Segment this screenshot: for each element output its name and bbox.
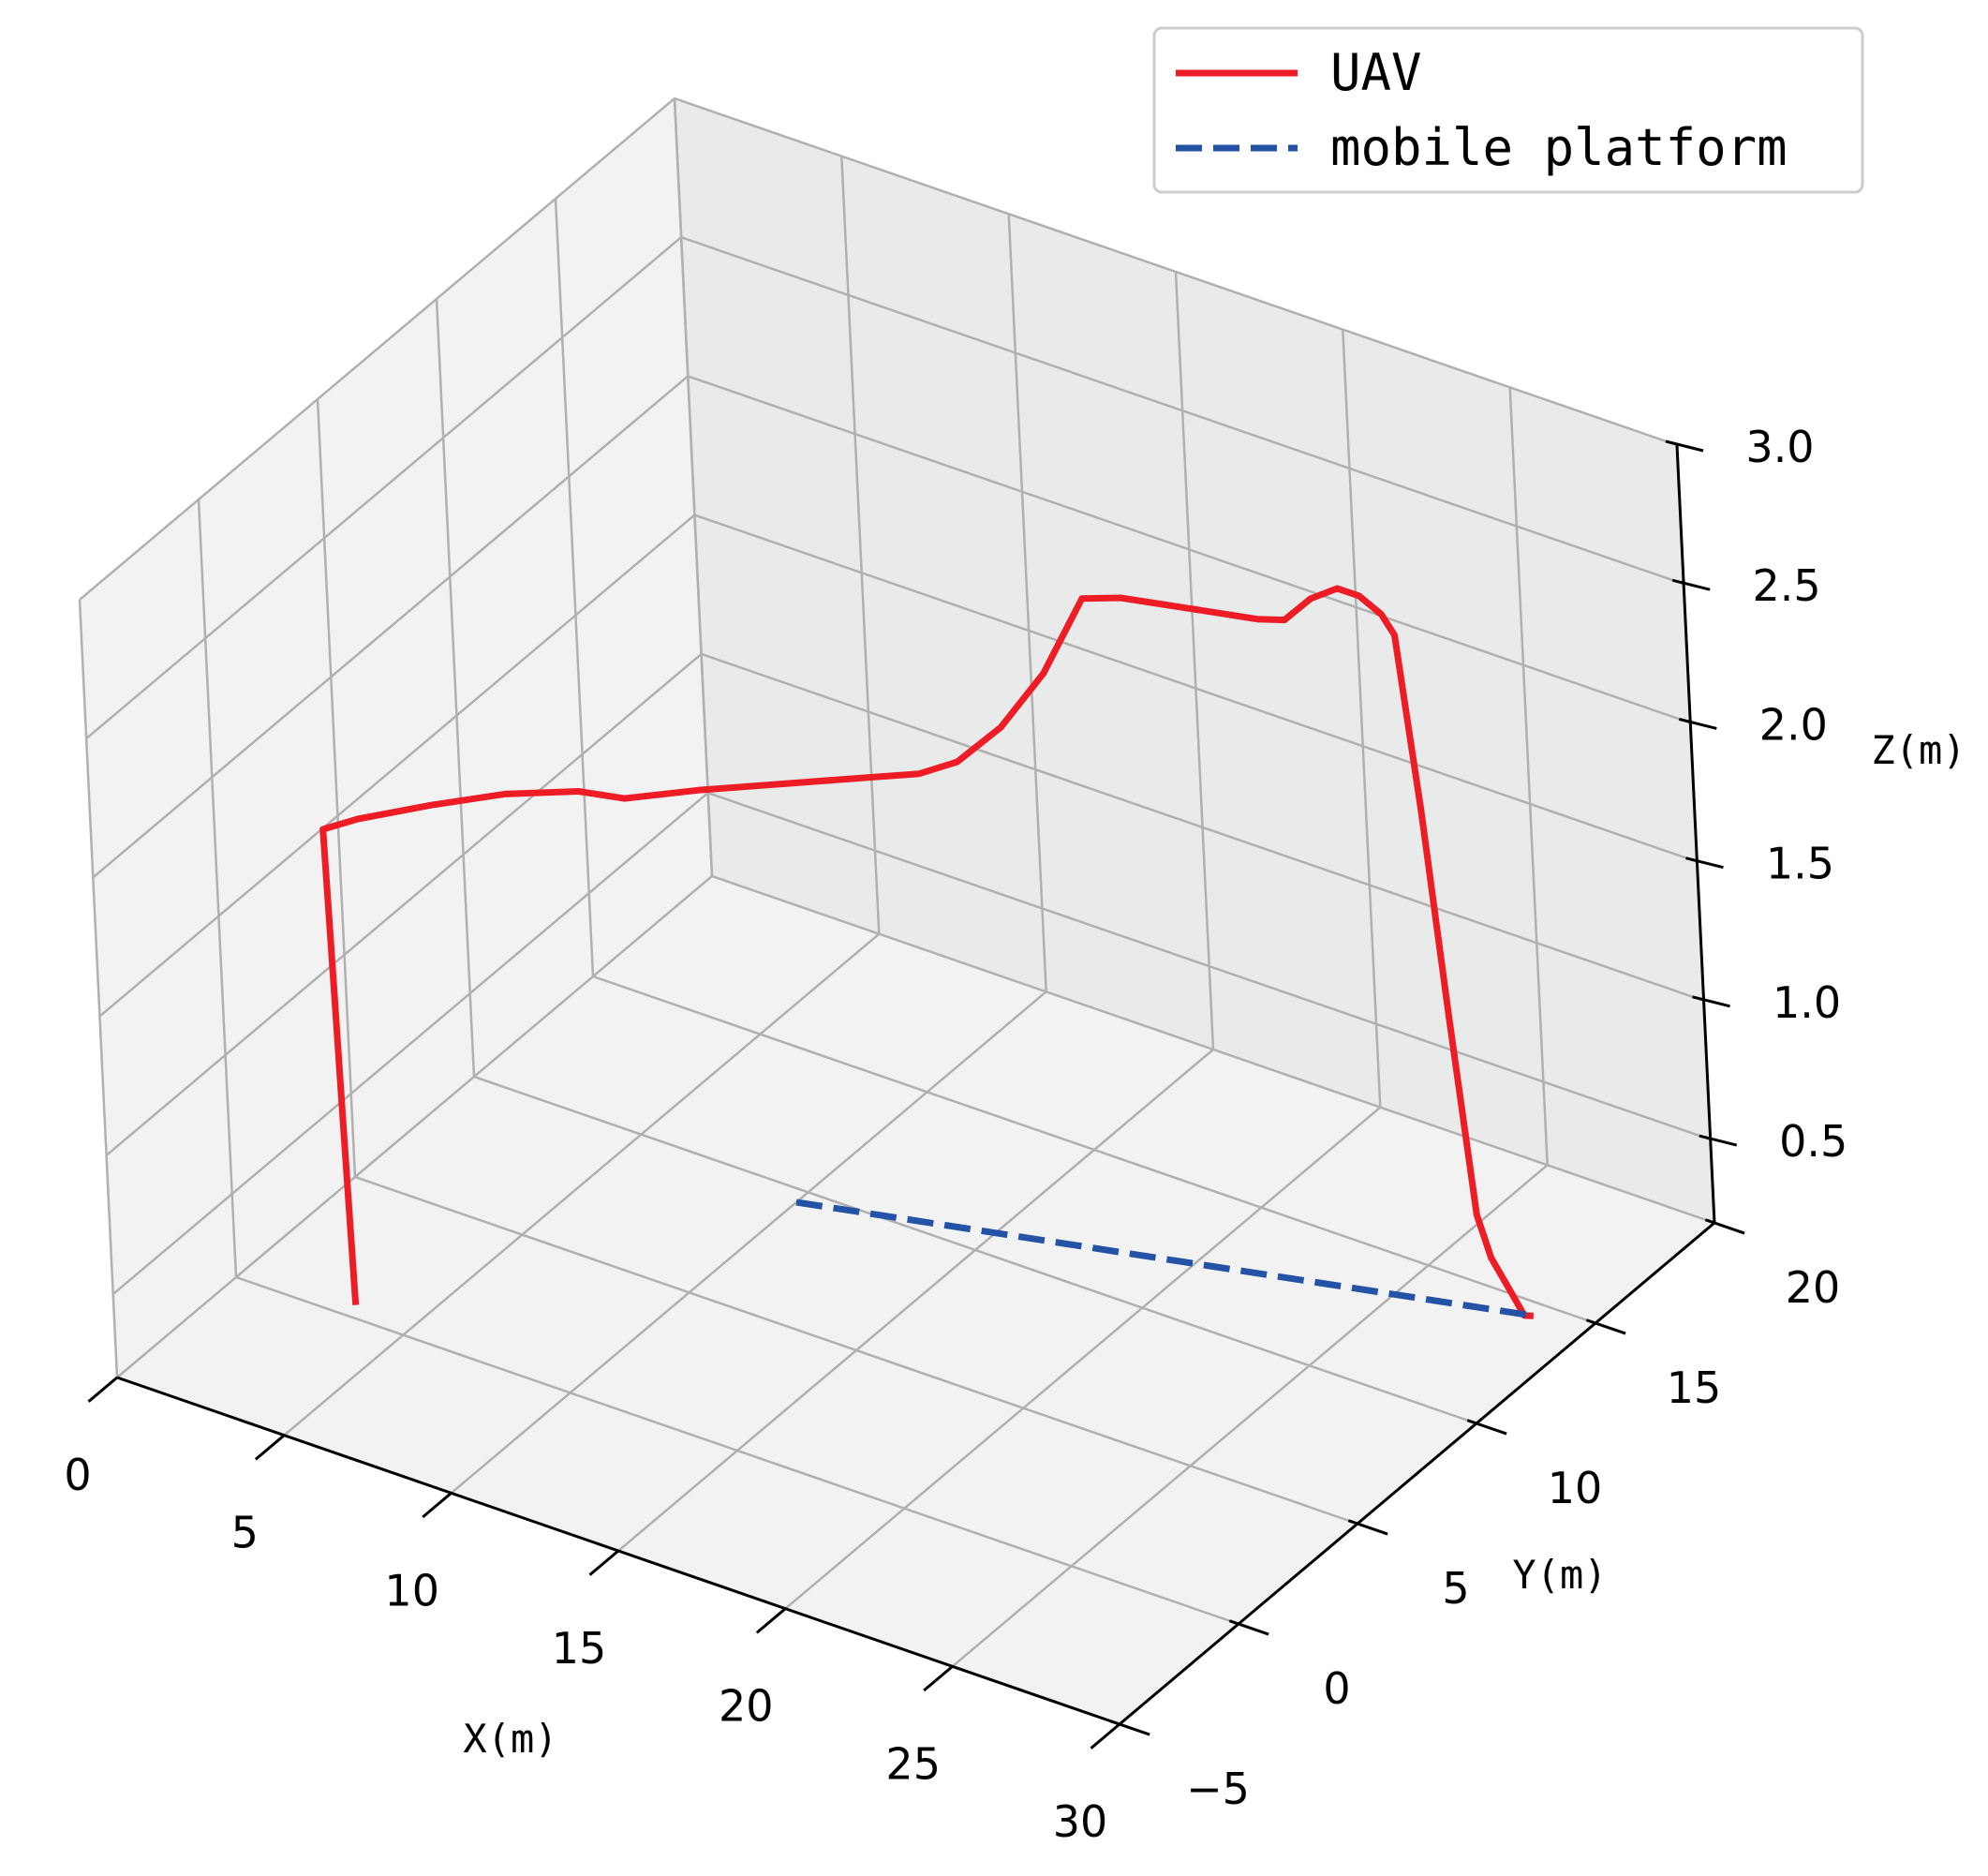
axis-panes bbox=[80, 98, 1714, 1724]
x-tick bbox=[87, 1376, 118, 1403]
legend: UAV mobile platform bbox=[1152, 26, 1864, 194]
gridline-y bbox=[316, 398, 1358, 1526]
z-tick-label: 1.0 bbox=[1773, 977, 1841, 1028]
x-tick-label: 5 bbox=[231, 1508, 259, 1558]
gridline-z bbox=[105, 652, 1705, 1156]
pane-back-left bbox=[80, 98, 712, 1377]
y-tick bbox=[1347, 1519, 1388, 1536]
tick-labels: 0 5 10 15 20 25 30 −5 0 5 10 15 20 0.5 1.0 1.5 2.0 2.5 3.0 bbox=[64, 422, 1847, 1847]
gridline-y bbox=[673, 97, 1715, 1225]
y-tick bbox=[1585, 1318, 1626, 1335]
legend-label-uav: UAV bbox=[1330, 43, 1422, 102]
z-tick bbox=[1685, 856, 1724, 870]
gridline-z bbox=[111, 791, 1712, 1296]
gridline-z bbox=[79, 97, 1678, 601]
x-tick bbox=[755, 1607, 787, 1634]
x-tick-label: 0 bbox=[64, 1450, 91, 1500]
x-tick-label: 20 bbox=[719, 1681, 774, 1732]
z-axis-label: Z(m) bbox=[1871, 727, 1966, 773]
y-tick bbox=[1228, 1619, 1269, 1636]
x-axis-label: X(m) bbox=[463, 1716, 557, 1762]
data-series bbox=[319, 585, 1535, 1319]
z-tick-label: 2.5 bbox=[1753, 560, 1821, 611]
y-tick-label: 0 bbox=[1323, 1663, 1350, 1714]
x-tick-label: 30 bbox=[1053, 1796, 1108, 1847]
z-tick-label: 1.5 bbox=[1766, 839, 1834, 889]
x-tick bbox=[588, 1549, 619, 1576]
x-tick-label: 10 bbox=[384, 1565, 439, 1615]
y-tick-label: 20 bbox=[1786, 1262, 1841, 1313]
z-tick bbox=[1692, 995, 1730, 1008]
z-axis-line bbox=[1675, 444, 1716, 1224]
y-axis-label: Y(m) bbox=[1512, 1552, 1607, 1598]
z-tick-label: 3.0 bbox=[1745, 422, 1814, 472]
legend-label-mobile-platform: mobile platform bbox=[1330, 118, 1788, 177]
y-tick bbox=[1466, 1419, 1507, 1436]
series-line-mobile-platform bbox=[795, 1199, 1535, 1319]
gridline-y bbox=[554, 198, 1596, 1325]
gridline-z bbox=[92, 374, 1691, 879]
y-tick bbox=[1704, 1218, 1745, 1235]
gridline-z bbox=[85, 235, 1684, 740]
x-tick bbox=[1090, 1722, 1120, 1749]
z-tick bbox=[1678, 717, 1717, 730]
z-tick bbox=[1671, 578, 1711, 591]
y-tick-label: −5 bbox=[1186, 1764, 1250, 1814]
z-tick bbox=[1665, 439, 1704, 453]
z-tick-label: 0.5 bbox=[1779, 1116, 1847, 1167]
legend-box bbox=[1152, 26, 1864, 194]
y-axis-line bbox=[1119, 1221, 1715, 1726]
y-tick-label: 5 bbox=[1442, 1563, 1469, 1614]
gridline-y bbox=[435, 298, 1477, 1425]
y-tick bbox=[1109, 1720, 1150, 1736]
x-tick-label: 25 bbox=[885, 1738, 941, 1789]
y-tick-label: 10 bbox=[1548, 1463, 1603, 1513]
x-tick-label: 15 bbox=[552, 1623, 607, 1674]
axis-ticks bbox=[87, 439, 1745, 1749]
series-line-uav bbox=[319, 585, 1534, 1319]
x-tick bbox=[254, 1434, 286, 1461]
y-tick-label: 15 bbox=[1667, 1362, 1722, 1413]
x-tick bbox=[923, 1665, 954, 1692]
z-tick-label: 2.0 bbox=[1759, 699, 1828, 750]
x-tick bbox=[422, 1492, 452, 1519]
gridline-y bbox=[197, 499, 1239, 1626]
z-tick bbox=[1699, 1134, 1738, 1147]
gridline-z bbox=[98, 514, 1698, 1018]
